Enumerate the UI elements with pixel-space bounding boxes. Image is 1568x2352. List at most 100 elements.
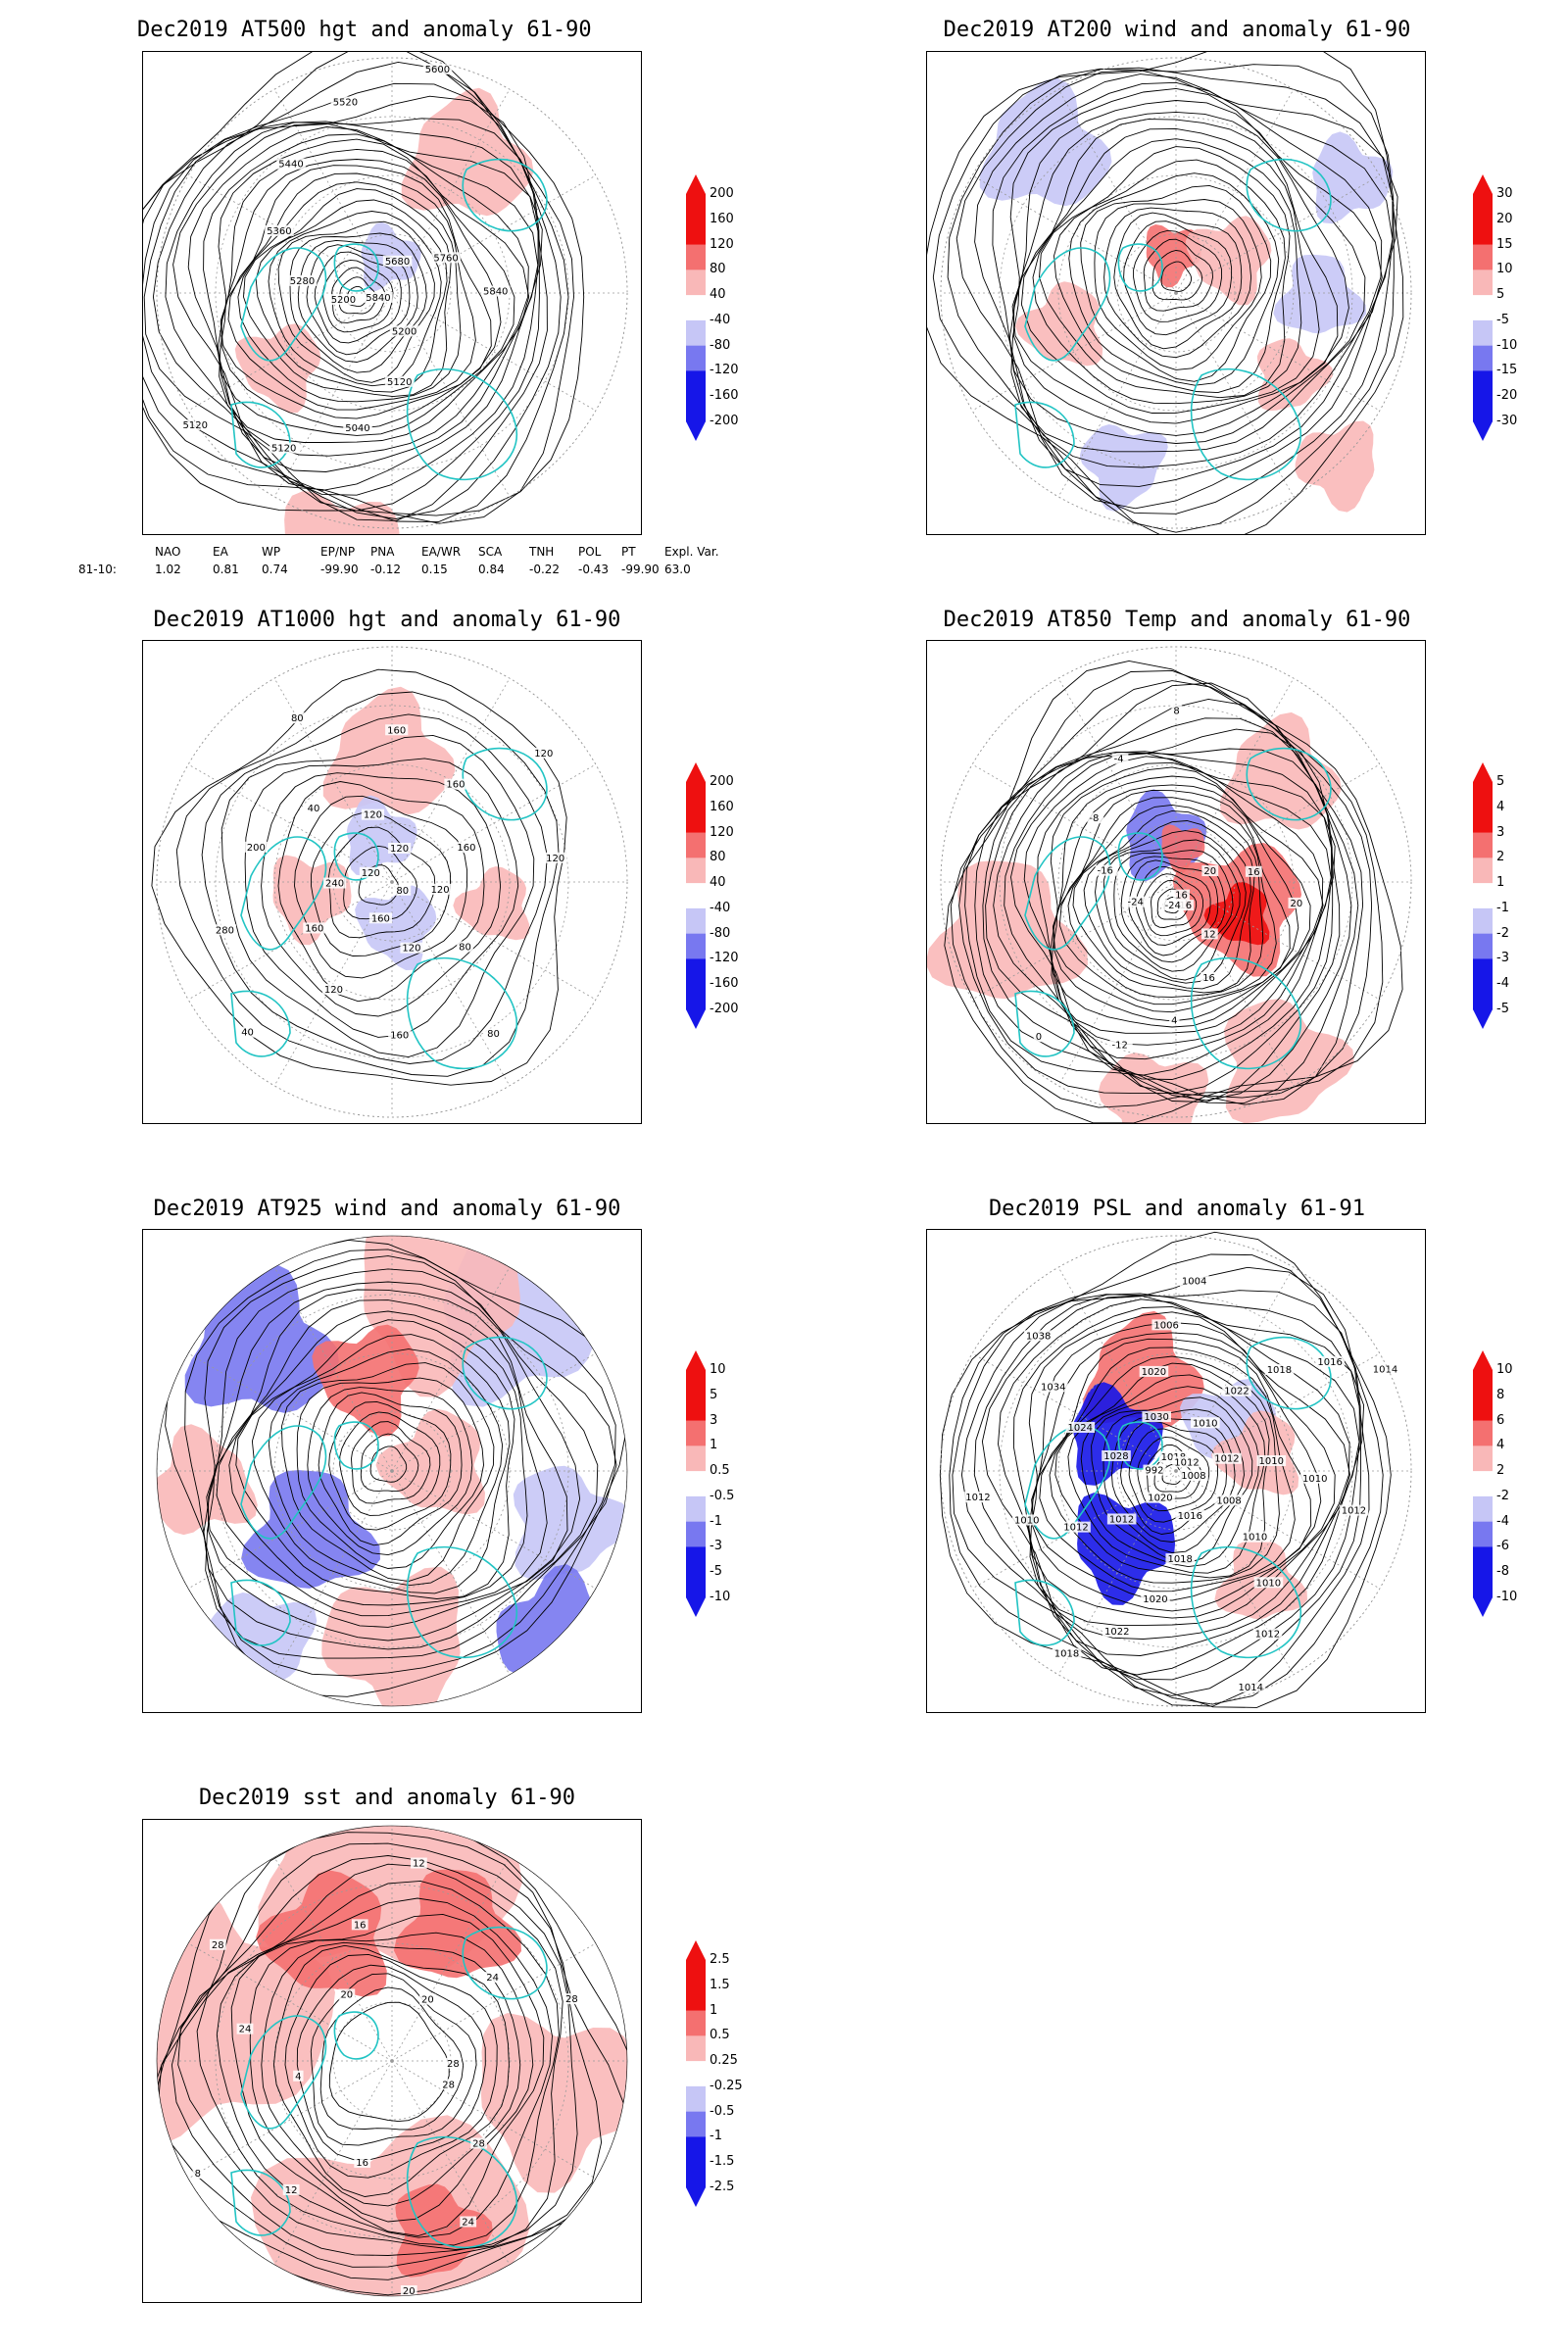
contour-label-bg (1095, 864, 1118, 876)
meridian-line (391, 1856, 511, 2062)
contour-line (939, 1231, 1392, 1708)
colorbar-label: -3 (1496, 951, 1509, 966)
contour-label: 20 (1290, 899, 1302, 909)
contour-label-bg (564, 1993, 580, 2005)
colorbar-label: 40 (710, 875, 726, 891)
contour-label: 1010 (1302, 1474, 1327, 1485)
contour-label-bg (1200, 971, 1218, 983)
contour-label: 40 (241, 1028, 254, 1039)
contour-line (992, 81, 1383, 468)
contour-label-bg (1169, 1014, 1180, 1026)
colorbar-segment (1473, 807, 1493, 834)
contour-line (1128, 1428, 1218, 1523)
meridian-line (391, 1942, 597, 2062)
anomaly-shading (979, 77, 1112, 207)
contour-line (203, 1268, 599, 1650)
colorbar-label: -0.5 (710, 1488, 735, 1503)
contour-label-bg (1087, 812, 1104, 824)
colorbar-label: -20 (1496, 388, 1518, 404)
contour-label-bg (1179, 1469, 1208, 1481)
colorbar-segment (1473, 933, 1493, 959)
contour-line (177, 1863, 564, 2250)
colorbar-label: -0.5 (710, 2103, 735, 2119)
index-value: 0.81 (213, 563, 239, 576)
panel-title: Dec2019 AT925 wind and anomaly 61-90 (153, 1197, 621, 1221)
colorbar-label: 1 (1496, 875, 1505, 891)
contour-label-bg (1152, 1319, 1182, 1331)
map-psl: 1008 1008 1010 1010 1012 1014 1016 1018 1020 1022… (939, 1231, 1412, 1708)
contour-label: -24 (1128, 898, 1144, 908)
colorbar-bottom-arrow (686, 1009, 706, 1029)
contour-label: 1010 (1193, 1418, 1217, 1429)
contour-label: 5200 (331, 295, 356, 306)
contour-line (1067, 804, 1264, 998)
contour-line (1091, 1396, 1253, 1564)
panel-title: Dec2019 AT850 Temp and anomaly 61-90 (943, 608, 1411, 632)
anomaly-shading (321, 1566, 461, 1706)
coastline (1014, 990, 1075, 1057)
contour-line (268, 1348, 504, 1587)
contour-label: 200 (247, 843, 266, 854)
contour-label: -4 (1114, 755, 1124, 765)
contour-label-bg (480, 285, 511, 297)
index-value: 0.74 (262, 563, 288, 576)
contour-line (187, 126, 539, 472)
colorbar-label: -160 (710, 976, 739, 992)
contour-line (1113, 849, 1234, 972)
contour-line (143, 61, 569, 523)
coastline (462, 1926, 548, 2000)
colorbar-label: 1 (710, 1438, 718, 1453)
contour-line (235, 1319, 515, 1599)
contour-label-bg (1106, 1513, 1137, 1525)
contour-label-bg (1300, 1472, 1330, 1484)
contour-line (151, 668, 567, 1086)
contour-label: -8 (1089, 813, 1099, 824)
map-content: 1008 1008 1010 1010 1012 1014 1016 1018 1020 1022… (939, 1231, 1412, 1708)
map-content: 5840 5200 5120 5040 5120 5120 5200 5280 5360 5440… (143, 52, 628, 534)
colorbar-label: -2.5 (710, 2180, 735, 2194)
index-value: 0.84 (478, 563, 505, 576)
contour-line (220, 734, 535, 1058)
contour-label: 1020 (1143, 1594, 1167, 1605)
contour-label: 5120 (387, 377, 412, 388)
anomaly-shading (453, 866, 530, 941)
contour-line (369, 1446, 408, 1483)
contour-label-bg (338, 1988, 356, 2000)
colorbar-segment (686, 270, 706, 296)
contour-label-bg (1162, 900, 1186, 911)
colorbar-segment (686, 933, 706, 959)
anomaly-shading (480, 2013, 627, 2193)
contour-label-bg (455, 842, 478, 854)
anomaly-shading (1256, 338, 1334, 412)
contour-label-bg (457, 941, 473, 953)
colorbar-segment (686, 2035, 706, 2062)
contour-label: 16 (1202, 973, 1215, 984)
contour-line (216, 1897, 553, 2238)
contour-line (196, 1880, 560, 2246)
contour-line (932, 64, 1395, 533)
contour-label-bg (1240, 1531, 1270, 1543)
contour-label: 5440 (278, 160, 303, 171)
colorbar-bottom-arrow (686, 421, 706, 441)
colorbar-segment (1473, 270, 1493, 296)
contour-line (328, 2001, 450, 2123)
map-frame: 80 80 80 120 160 160 120 40 160 280 240 200 120 40 80 1… (142, 640, 642, 1124)
contour-line (1143, 238, 1213, 312)
meridian-line (1175, 88, 1295, 294)
colorbar-label: -3 (710, 1539, 722, 1554)
colorbar-segment (686, 883, 706, 909)
contour-line (949, 1253, 1384, 1705)
colorbar-label: -4 (1496, 976, 1509, 992)
contour-label-bg (282, 2183, 300, 2195)
contour-label-bg (532, 747, 556, 759)
contour-label-bg (321, 983, 346, 995)
contour-label: 28 (212, 1940, 224, 1951)
colorbar-segment (686, 1960, 706, 1986)
contour-label: 4 (1171, 1015, 1177, 1026)
contour-label-bg (431, 252, 461, 264)
map-frame: 1008 1008 1010 1010 1012 1014 1016 1018 1020 1022… (926, 1229, 1426, 1713)
map-content (157, 1236, 627, 1706)
colorbar-segment (1473, 782, 1493, 808)
contour-line (339, 1411, 441, 1516)
